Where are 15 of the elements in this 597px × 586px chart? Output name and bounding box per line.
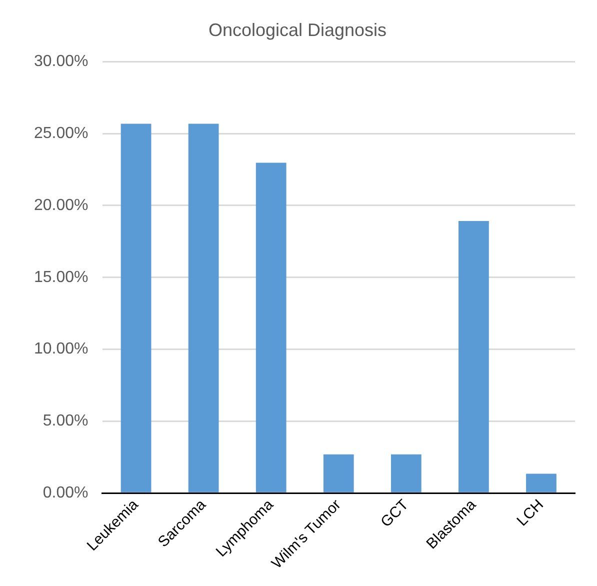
bar bbox=[458, 221, 489, 492]
bar bbox=[120, 124, 152, 492]
bar bbox=[256, 162, 286, 492]
bar bbox=[526, 474, 556, 492]
bar bbox=[390, 454, 422, 492]
bar bbox=[323, 454, 354, 492]
y-tick-label: 30.00% bbox=[34, 53, 88, 70]
bar bbox=[188, 124, 219, 492]
y-tick-label: 25.00% bbox=[34, 124, 88, 142]
chart-title: Oncological Diagnosis bbox=[208, 20, 387, 40]
y-tick-label: 20.00% bbox=[34, 196, 88, 214]
y-tick-label: 5.00% bbox=[42, 412, 88, 430]
y-tick-label: 15.00% bbox=[34, 268, 88, 286]
y-tick-label: 10.00% bbox=[34, 340, 88, 358]
y-tick-label: 0.00% bbox=[42, 484, 88, 502]
